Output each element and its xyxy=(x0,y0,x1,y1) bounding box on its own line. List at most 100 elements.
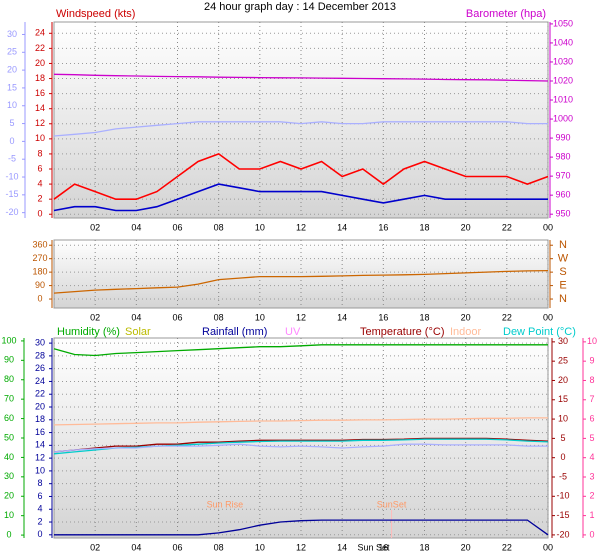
x-tick-label: 14 xyxy=(337,542,347,552)
legend-entry: UV xyxy=(285,326,301,338)
series-line xyxy=(53,344,548,357)
y-tick-label: 1010 xyxy=(553,94,573,104)
x-tick-label: 04 xyxy=(131,542,141,552)
y-tick-label: E xyxy=(559,279,566,291)
y-tick-label: 5 xyxy=(560,433,565,443)
y-tick-label: 20 xyxy=(558,375,568,385)
x-tick-label: 04 xyxy=(131,222,141,232)
x-tick-label: 16 xyxy=(378,222,388,232)
y-tick-label: 28 xyxy=(35,350,45,360)
x-tick-label: 06 xyxy=(172,542,182,552)
x-tick-label: 04 xyxy=(131,312,141,322)
x-tick-label: 12 xyxy=(296,542,306,552)
legend-entry: Humidity (%) xyxy=(57,326,120,338)
y-tick-label: 2 xyxy=(589,491,594,501)
axis-annotation: Sun Set xyxy=(358,542,391,552)
x-tick-label: 18 xyxy=(419,542,429,552)
y-tick-label: 25 xyxy=(7,47,17,57)
legend-entry: Temperature (°C) xyxy=(360,326,444,338)
y-tick-label: -20 xyxy=(5,207,18,217)
y-tick-label: 26 xyxy=(35,363,45,373)
y-tick-label: 15 xyxy=(7,82,17,92)
y-tick-label: 7 xyxy=(589,394,594,404)
x-tick-label: 12 xyxy=(296,312,306,322)
x-tick-label: 06 xyxy=(172,222,182,232)
x-tick-label: 10 xyxy=(255,222,265,232)
y-tick-label: 8 xyxy=(37,148,42,158)
x-tick-label: 00 xyxy=(543,222,553,232)
y-tick-label: N xyxy=(559,239,567,251)
y-tick-label: 18 xyxy=(35,414,45,424)
y-tick-label: 24 xyxy=(35,376,45,386)
y-tick-label: 6 xyxy=(37,163,42,173)
y-tick-label: 0 xyxy=(6,529,11,539)
series-line xyxy=(53,443,548,453)
y-tick-label: 40 xyxy=(4,452,14,462)
y-tick-label: N xyxy=(559,293,567,305)
y-tick-label: 8 xyxy=(589,375,594,385)
x-tick-label: 00 xyxy=(543,542,553,552)
x-tick-label: 02 xyxy=(90,312,100,322)
series-line xyxy=(53,417,548,426)
y-tick-label: 10 xyxy=(587,336,597,346)
y-tick-label: 1020 xyxy=(553,75,573,85)
y-tick-label: 20 xyxy=(4,491,14,501)
y-tick-label: 270 xyxy=(32,253,47,263)
x-tick-label: 22 xyxy=(502,222,512,232)
y-tick-label: 10 xyxy=(4,510,14,520)
y-tick-label: 14 xyxy=(35,440,45,450)
plot-area xyxy=(53,239,549,309)
x-tick-label: 18 xyxy=(419,312,429,322)
y-tick-label: 9 xyxy=(589,356,594,366)
y-tick-label: S xyxy=(559,266,566,278)
y-tick-label: 990 xyxy=(555,132,570,142)
y-tick-label: 20 xyxy=(7,64,17,74)
x-tick-label: 22 xyxy=(502,542,512,552)
x-tick-label: 08 xyxy=(214,222,224,232)
x-tick-label: 08 xyxy=(214,312,224,322)
y-tick-label: W xyxy=(558,253,569,265)
y-tick-label: 0 xyxy=(37,209,42,219)
x-tick-label: 14 xyxy=(337,312,347,322)
y-tick-label: 960 xyxy=(555,190,570,200)
x-tick-label: 10 xyxy=(255,312,265,322)
y-tick-label: 24 xyxy=(35,28,45,38)
y-tick-label: 6 xyxy=(37,491,42,501)
y-tick-label: 1050 xyxy=(553,18,573,28)
legend-entry: Solar xyxy=(125,326,151,338)
y-tick-label: 16 xyxy=(35,88,45,98)
y-tick-label: 1030 xyxy=(553,56,573,66)
y-tick-label: 14 xyxy=(35,103,45,113)
y-tick-label: -5 xyxy=(559,471,567,481)
series-line xyxy=(53,437,549,453)
y-tick-label: 25 xyxy=(558,356,568,366)
y-tick-label: 18 xyxy=(35,73,45,83)
x-tick-label: 22 xyxy=(502,312,512,322)
y-tick-label: 12 xyxy=(35,118,45,128)
series-line xyxy=(54,519,549,536)
y-tick-label: 0 xyxy=(560,452,565,462)
y-tick-label: 0 xyxy=(37,529,42,539)
y-tick-label: 10 xyxy=(7,100,17,110)
plot-area xyxy=(53,21,549,219)
chart-title: 24 hour graph day : 14 December 2013 xyxy=(204,1,396,13)
x-tick-label: 20 xyxy=(461,542,471,552)
y-tick-label: 1000 xyxy=(553,113,573,123)
x-tick-label: 02 xyxy=(90,222,100,232)
y-tick-label: 10 xyxy=(35,133,45,143)
y-tick-label: 180 xyxy=(32,267,47,277)
axis-title: Barometer (hpa) xyxy=(466,8,546,20)
y-tick-label: 90 xyxy=(35,280,45,290)
y-tick-label: -10 xyxy=(556,491,569,501)
y-tick-label: 950 xyxy=(555,209,570,219)
legend-entry: Rainfall (mm) xyxy=(202,326,267,338)
y-tick-label: 20 xyxy=(35,58,45,68)
y-tick-label: 1040 xyxy=(553,37,573,47)
series-line xyxy=(53,438,549,455)
x-tick-label: 08 xyxy=(214,542,224,552)
y-tick-label: 5 xyxy=(9,118,14,128)
y-tick-label: -15 xyxy=(556,510,569,520)
y-tick-label: 10 xyxy=(35,465,45,475)
y-tick-label: 90 xyxy=(4,355,14,365)
